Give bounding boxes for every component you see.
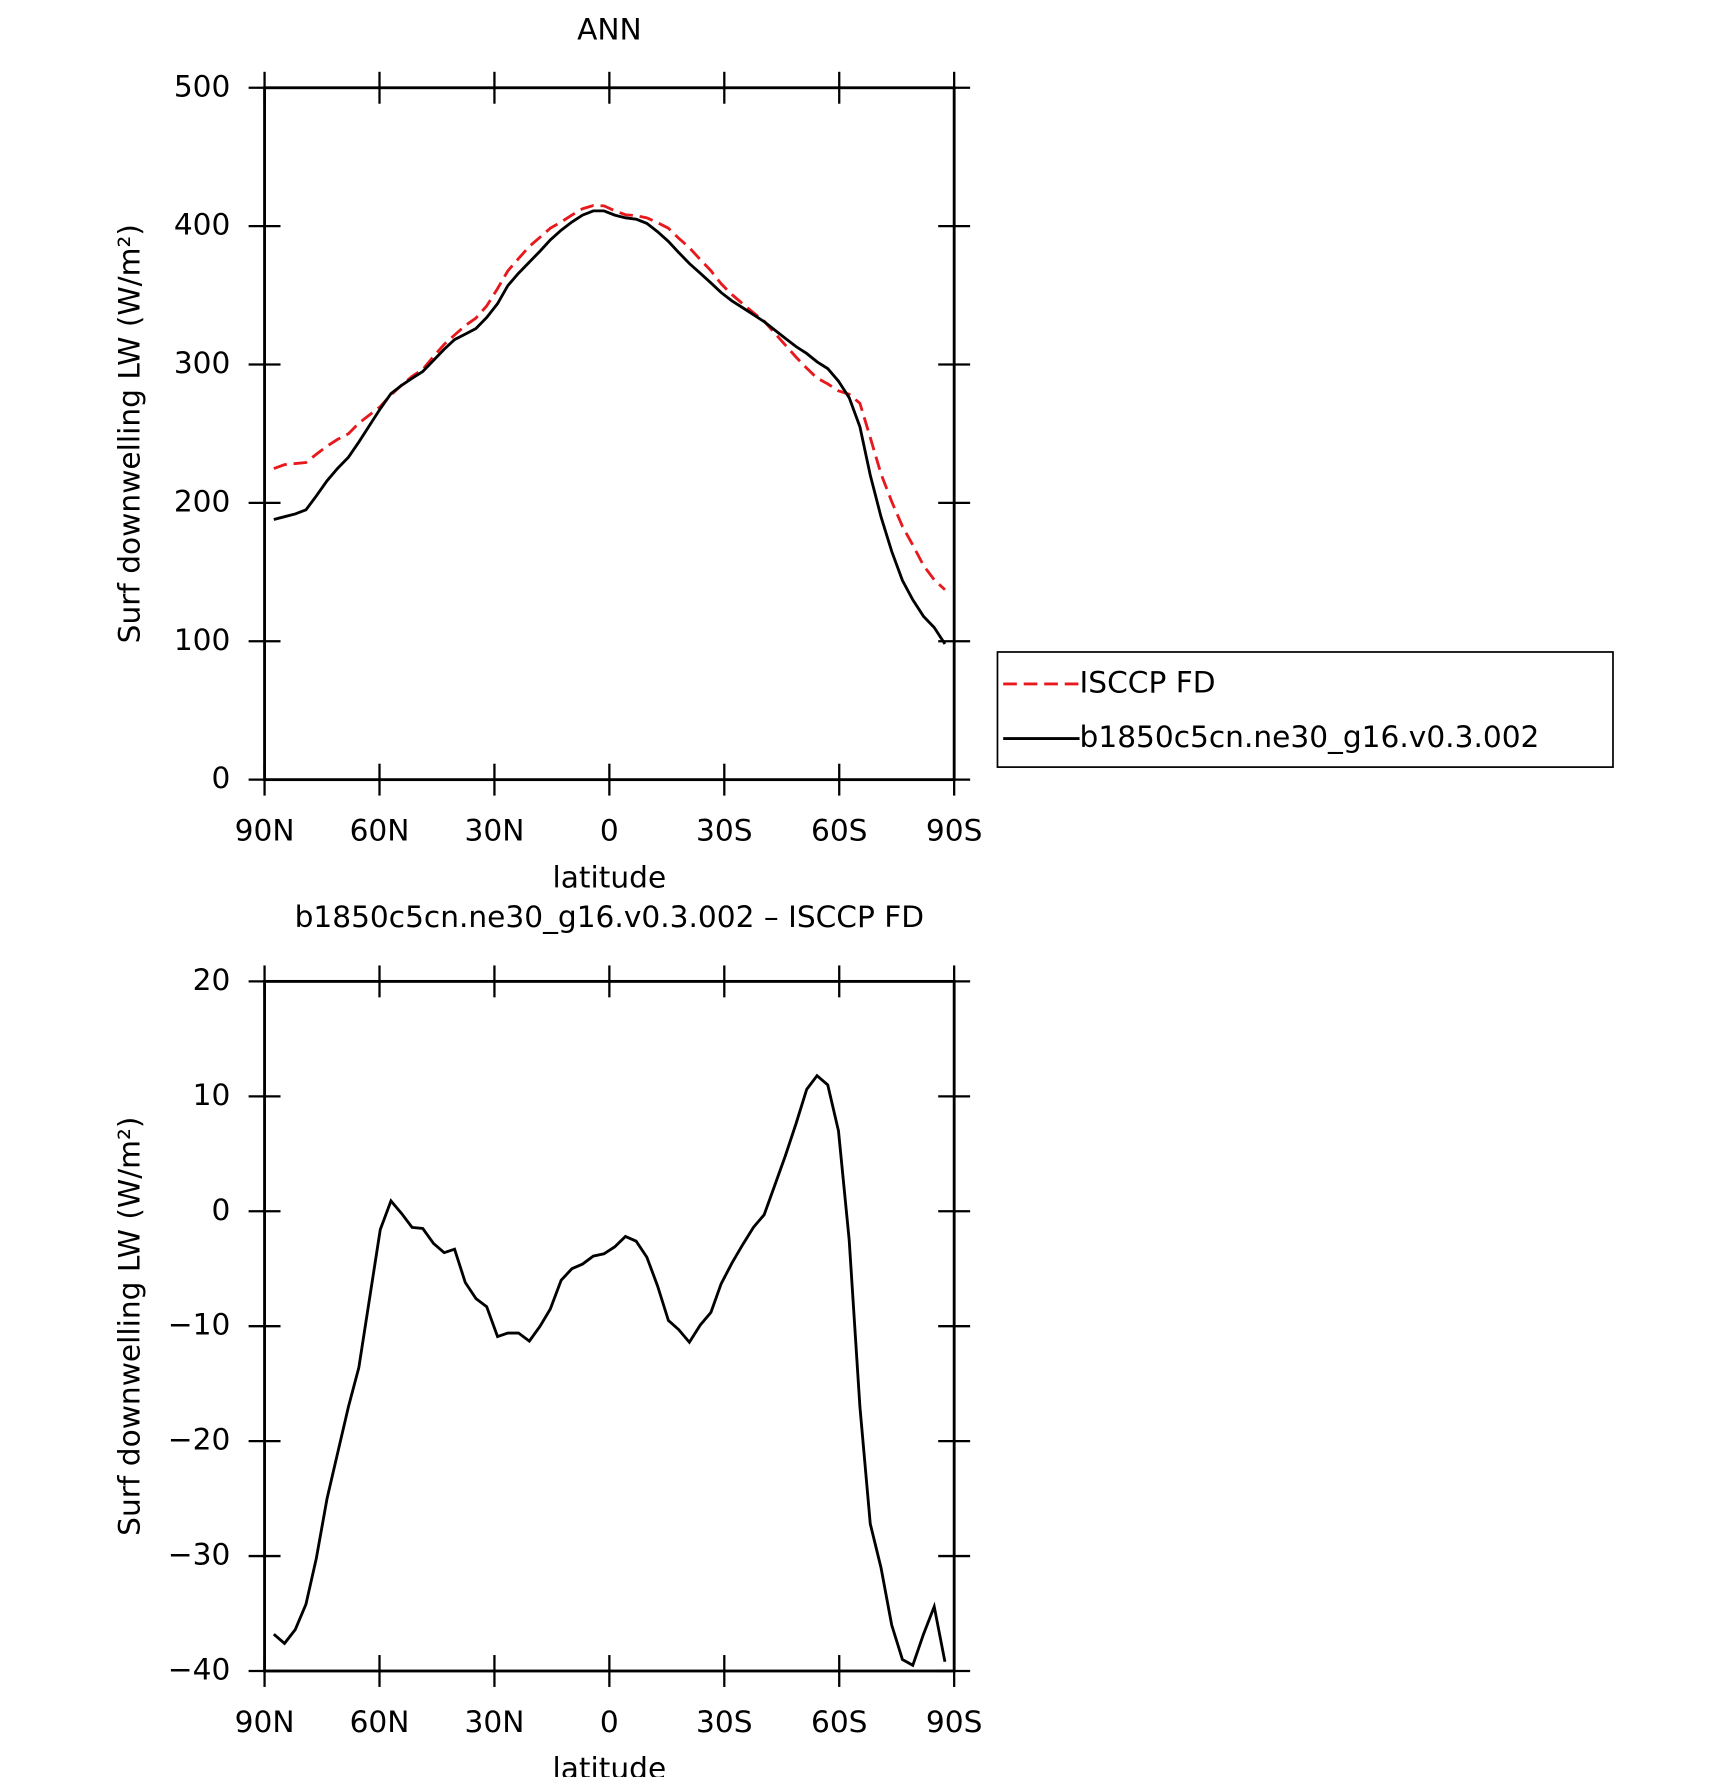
y-tick-label: −10 [168, 1307, 231, 1342]
y-axis-label: Surf downwelling LW (W/m²) [112, 224, 147, 643]
x-tick-label: 60N [350, 1704, 410, 1739]
x-tick-label: 60N [350, 813, 410, 848]
data-line [273, 204, 946, 591]
chart-title: ANN [577, 11, 642, 46]
y-tick-label: 200 [174, 483, 231, 518]
x-tick-label: 30N [465, 1704, 525, 1739]
chart-title: b1850c5cn.ne30_g16.v0.3.002 – ISCCP FD [295, 899, 925, 934]
x-tick-label: 90S [926, 1704, 983, 1739]
y-axis-label: Surf downwelling LW (W/m²) [112, 1117, 147, 1536]
data-line [272, 1073, 947, 1668]
x-tick-label: 90S [926, 813, 983, 848]
data-line [273, 209, 947, 645]
x-axis-label: latitude [553, 1751, 667, 1777]
y-tick-label: 0 [212, 760, 231, 795]
x-tick-label: 30S [696, 1704, 753, 1739]
x-axis-label: latitude [553, 859, 667, 894]
x-tick-label: 90N [235, 1704, 295, 1739]
y-tick-label: 300 [174, 345, 231, 380]
y-tick-label: 0 [212, 1192, 231, 1227]
plot-frame [263, 979, 956, 1673]
x-tick-label: 0 [600, 1704, 619, 1739]
y-tick-label: −20 [168, 1422, 231, 1457]
y-tick-label: −30 [168, 1537, 231, 1572]
legend-box [996, 651, 1614, 768]
y-tick-label: 20 [193, 962, 231, 997]
x-tick-label: 60S [811, 813, 868, 848]
x-tick-label: 0 [600, 813, 619, 848]
y-tick-label: 10 [193, 1077, 231, 1112]
legend-label: ISCCP FD [1080, 664, 1216, 699]
x-tick-label: 90N [235, 813, 295, 848]
x-tick-label: 30N [465, 813, 525, 848]
x-tick-label: 60S [811, 1704, 868, 1739]
legend-label: b1850c5cn.ne30_g16.v0.3.002 [1080, 719, 1540, 754]
y-tick-label: 500 [174, 68, 231, 103]
y-tick-label: −40 [168, 1651, 231, 1686]
y-tick-label: 400 [174, 207, 231, 242]
plot-frame [263, 86, 956, 782]
y-tick-label: 100 [174, 622, 231, 657]
x-tick-label: 30S [696, 813, 753, 848]
